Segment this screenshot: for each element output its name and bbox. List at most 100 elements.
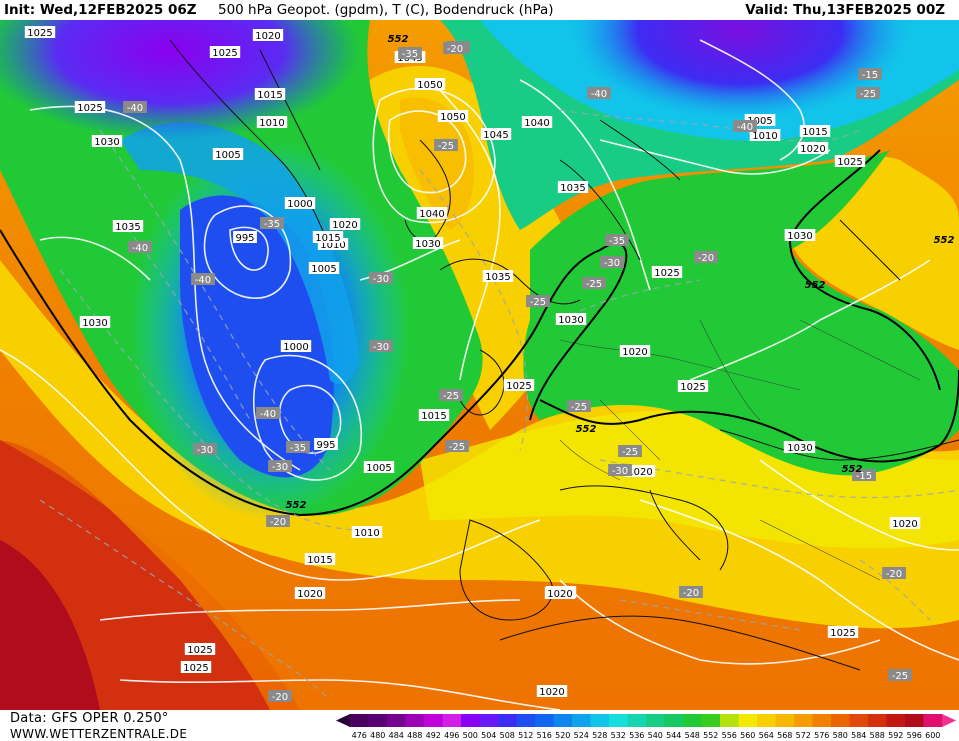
legend-swatch <box>831 714 850 727</box>
isobar-label-bg <box>412 237 444 249</box>
isobar-label: 1025 <box>77 103 102 114</box>
temperature-label: -30 <box>272 462 288 473</box>
legend-tick-label: 528 <box>592 731 607 740</box>
isobar-label: 1020 <box>622 347 647 358</box>
isobar-label-bg <box>329 218 361 230</box>
temperature-label: -25 <box>622 447 638 458</box>
legend-tick-label: 532 <box>611 731 626 740</box>
legend-tick-label: 508 <box>500 731 515 740</box>
isobar-label-bg <box>784 441 816 453</box>
legend-tick-label: 560 <box>740 731 755 740</box>
isobar-label-bg <box>437 110 469 122</box>
temperature-label: -30 <box>604 258 620 269</box>
isobar-label-bg <box>280 340 312 352</box>
isobar-label-bg <box>184 643 216 655</box>
isobar-label-bg <box>91 135 123 147</box>
legend-swatch <box>886 714 906 727</box>
legend-tick-label: 536 <box>629 731 644 740</box>
legend-swatch <box>479 714 499 727</box>
isobar-label-bg <box>557 181 589 193</box>
isobar-label-bg <box>212 148 244 160</box>
isobar-label: 1020 <box>332 220 357 231</box>
isobar-label: 1025 <box>183 663 208 674</box>
isobar-label-bg <box>521 116 553 128</box>
legend-tick-label: 480 <box>370 731 385 740</box>
temperature-label: -35 <box>609 236 625 247</box>
isobar-lines <box>0 39 959 710</box>
polar-vortex-ne <box>570 20 910 120</box>
legend-tick-label: 556 <box>722 731 737 740</box>
temperature-label: -35 <box>402 49 418 60</box>
legend-swatch <box>738 714 758 727</box>
temperature-label: -20 <box>270 517 286 528</box>
isobar-label: 1015 <box>802 127 827 138</box>
legend-tick-label: 500 <box>463 731 478 740</box>
isobar-label-bg <box>799 125 831 137</box>
temperature-label-bg <box>888 669 912 681</box>
isobar-label: 1040 <box>419 209 444 220</box>
legend-swatch <box>609 714 628 727</box>
yellow-band <box>0 260 959 629</box>
isobar-label: 1025 <box>837 157 862 168</box>
height-label: 552 <box>934 235 955 246</box>
temperature-label: -20 <box>698 253 714 264</box>
isobar-label: 1045 <box>483 130 508 141</box>
isobar-label-bg <box>209 46 241 58</box>
temperature-label: -25 <box>443 391 459 402</box>
isobar-label-bg <box>74 101 106 113</box>
temperature-label: -25 <box>860 89 876 100</box>
legend-swatch <box>387 714 406 727</box>
isobar-label: 1020 <box>800 144 825 155</box>
temperature-label: -20 <box>447 44 463 55</box>
height-label: 552 <box>286 500 307 511</box>
isobar-label: 1050 <box>417 80 442 91</box>
isobar-label: 995 <box>316 440 335 451</box>
chart-title: 500 hPa Geopot. (gpdm), T (C), Bodendruc… <box>218 2 554 18</box>
height-label: 552 <box>388 34 409 45</box>
isobar-label: 1020 <box>547 589 572 600</box>
website-label: WWW.WETTERZENTRALE.DE <box>10 727 188 741</box>
temperature-label: -40 <box>260 409 276 420</box>
legend-tick-label: 564 <box>759 731 774 740</box>
isobar-label: 1015 <box>421 411 446 422</box>
temperature-label-bg <box>587 87 611 99</box>
legend-swatch <box>498 714 517 727</box>
legend-arrow-low <box>336 714 350 727</box>
isobar-label-bg <box>834 155 866 167</box>
temperature-label: -35 <box>264 219 280 230</box>
temperature-label: -25 <box>586 279 602 290</box>
isobar-label-bg <box>312 231 344 243</box>
isobar-label: 1000 <box>287 199 312 210</box>
legend-tick-label: 540 <box>648 731 663 740</box>
valid-time: Valid: Thu,13FEB2025 00Z <box>745 2 945 18</box>
temperature-label: -25 <box>449 442 465 453</box>
isobar-label-bg <box>418 409 450 421</box>
temperature-label-bg <box>852 469 876 481</box>
legend-swatch <box>775 714 795 727</box>
scandinavian-ridge-core <box>400 97 474 230</box>
isobar-label-bg <box>414 78 446 90</box>
temperature-label-bg <box>445 440 469 452</box>
isobar-label: 1020 <box>297 589 322 600</box>
isobar-label-bg <box>363 461 395 473</box>
isobar-label-bg <box>503 379 535 391</box>
temperature-label-bg <box>369 340 393 352</box>
isobar-label: 1020 <box>255 31 280 42</box>
legend-swatch <box>757 714 776 727</box>
temperature-label: -25 <box>571 402 587 413</box>
temperature-label-bg <box>694 251 718 263</box>
isobar-label: 1020 <box>892 519 917 530</box>
temperature-label: -15 <box>862 70 878 81</box>
green-east <box>523 150 959 476</box>
isobar-label-bg <box>797 142 829 154</box>
temperature-label: -30 <box>373 342 389 353</box>
isobar-label: 1020 <box>627 467 652 478</box>
temperature-label: -30 <box>612 466 628 477</box>
legend-swatch <box>720 714 739 727</box>
isobar-label: 1030 <box>558 315 583 326</box>
temperature-label: -30 <box>373 274 389 285</box>
trough-edge <box>120 122 360 384</box>
geopotential-552-line <box>0 149 959 517</box>
temperature-label-bg <box>605 234 629 246</box>
legend-tick-label: 496 <box>444 731 459 740</box>
